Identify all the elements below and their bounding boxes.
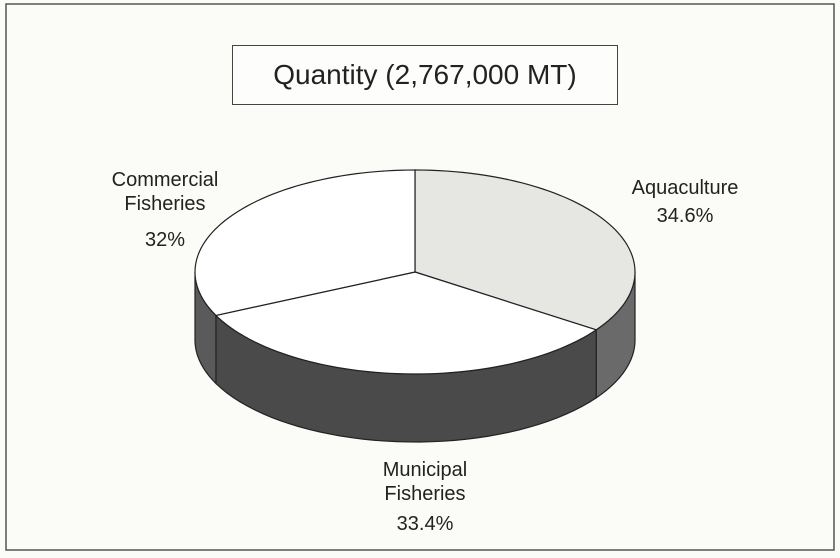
slice-label: Aquaculture [631, 177, 739, 199]
chart-title: Quantity (2,767,000 MT) [232, 45, 618, 105]
slice-value-label: 32% [144, 229, 186, 251]
slice-value-label: 33.4% [396, 513, 454, 535]
slice-label: Commercial Fisheries [111, 169, 219, 215]
slice-label: Municipal Fisheries [382, 459, 468, 505]
pie-slice [194, 169, 416, 317]
slice-value-label: 34.6% [656, 205, 714, 227]
pie-slice [214, 271, 598, 375]
frame [5, 3, 835, 551]
pie-slice [414, 169, 636, 331]
